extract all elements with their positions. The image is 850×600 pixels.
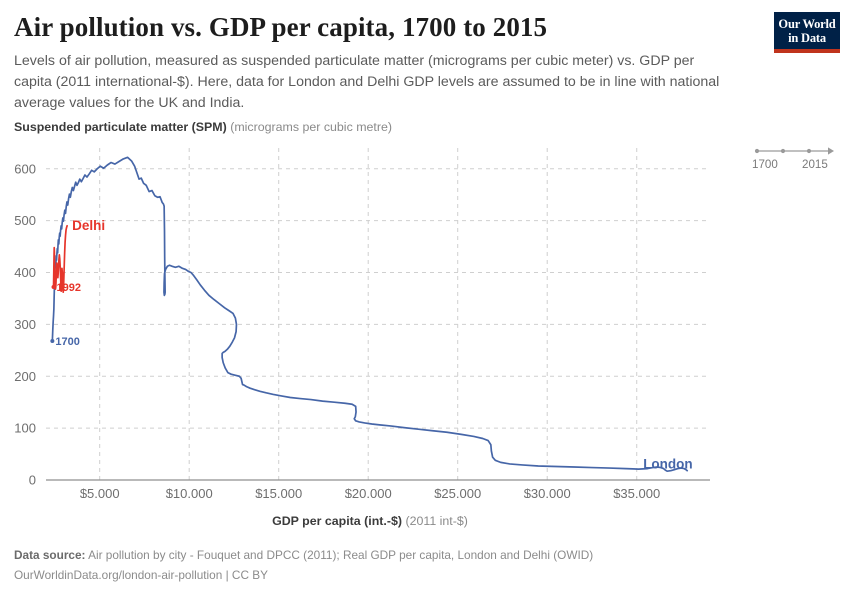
x-axis-label-main: GDP per capita (int.-$) <box>272 514 402 528</box>
series-start-label-london: 1700 <box>55 336 79 348</box>
y-tick-label: 200 <box>14 369 36 384</box>
plot-area: 0 100 200 300 400 500 600 $5,000 $10,000 $15,000 $… <box>0 138 740 498</box>
x-tick-label: $20,000 <box>345 486 392 498</box>
footer-source-text: Air pollution by city - Fouquet and DPCC… <box>85 548 594 562</box>
y-tick-label: 100 <box>14 421 36 436</box>
tick-labels: 0 100 200 300 400 500 600 $5,000 $10,000 $15,000 $… <box>14 161 660 498</box>
line-chart-svg: 0 100 200 300 400 500 600 $5,000 $10,000 $15,000 $… <box>14 148 710 498</box>
timeline-tick-mid[interactable] <box>780 148 786 154</box>
chart-footer: Data source: Air pollution by city - Fou… <box>14 546 774 586</box>
x-tick-label: $35,000 <box>613 486 660 498</box>
y-axis-label: Suspended particulate matter (SPM) (micr… <box>14 120 392 134</box>
series-start-label-delhi: 1992 <box>57 282 81 294</box>
chart-subtitle: Levels of air pollution, measured as sus… <box>14 53 720 112</box>
series-line-london[interactable] <box>51 156 689 473</box>
x-tick-label: $5,000 <box>80 486 120 498</box>
owid-logo-line1: Our World <box>778 17 836 31</box>
gridlines <box>46 148 710 480</box>
series-annotations: 1700 London 1992 Delhi <box>50 218 693 472</box>
timeline-track-svg[interactable] <box>752 144 838 158</box>
timeline-start-label: 1700 <box>752 158 778 171</box>
footer-source-label: Data source: <box>14 548 86 562</box>
y-axis-label-unit: (micrograms per cubic metre) <box>230 120 393 134</box>
owid-logo[interactable]: Our World in Data <box>774 12 840 53</box>
series-end-label-london[interactable]: London <box>643 457 692 472</box>
page-title: Air pollution vs. GDP per capita, 1700 t… <box>14 12 548 42</box>
timeline-handle-end[interactable] <box>806 148 812 154</box>
y-tick-label: 600 <box>14 161 36 176</box>
play-arrow-icon[interactable] <box>828 147 834 155</box>
timeline-end-label: 2015 <box>802 158 828 171</box>
timeline-slider[interactable]: 1700 2015 <box>752 144 838 178</box>
x-tick-label: $10,000 <box>166 486 213 498</box>
y-tick-label: 0 <box>29 473 36 488</box>
chart-header: Air pollution vs. GDP per capita, 1700 t… <box>14 12 754 114</box>
y-tick-label: 300 <box>14 317 36 332</box>
y-tick-label: 500 <box>14 213 36 228</box>
y-tick-label: 400 <box>14 265 36 280</box>
timeline-handle-start[interactable] <box>754 148 760 154</box>
series-start-marker-delhi <box>51 285 56 290</box>
x-axis-label-unit: (2011 int-$) <box>405 514 468 528</box>
x-tick-label: $25,000 <box>434 486 481 498</box>
y-axis-label-main: Suspended particulate matter (SPM) <box>14 120 227 134</box>
series-line-delhi[interactable] <box>52 224 68 294</box>
series-end-label-delhi[interactable]: Delhi <box>72 218 105 233</box>
owid-logo-line2: in Data <box>788 31 826 45</box>
x-axis-label: GDP per capita (int.-$) (2011 int-$) <box>0 514 740 528</box>
series-paths[interactable] <box>51 156 689 473</box>
footer-license-line[interactable]: OurWorldinData.org/london-air-pollution … <box>14 568 268 583</box>
x-tick-label: $30,000 <box>524 486 571 498</box>
x-tick-label: $15,000 <box>255 486 302 498</box>
footer-source-line: Data source: Air pollution by city - Fou… <box>14 546 774 565</box>
series-start-marker-london <box>50 338 55 343</box>
